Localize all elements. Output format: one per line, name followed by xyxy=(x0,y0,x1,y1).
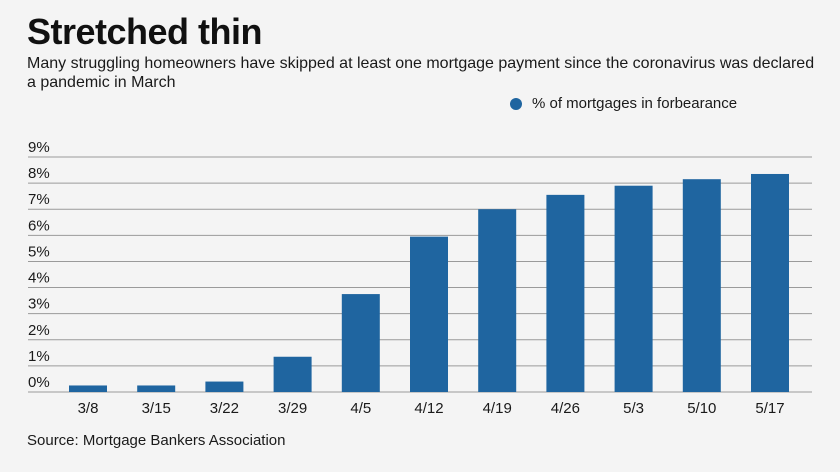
y-tick-label: 2% xyxy=(28,322,50,339)
y-tick-label: 5% xyxy=(28,243,50,260)
legend-label: % of mortgages in forbearance xyxy=(532,95,738,112)
chart-subtitle: Many struggling homeowners have skipped … xyxy=(27,55,815,91)
x-tick-label: 5/17 xyxy=(755,400,784,417)
x-tick-label: 4/19 xyxy=(483,400,512,417)
y-tick-label: 4% xyxy=(28,270,50,287)
bar xyxy=(341,294,380,392)
bar xyxy=(205,381,244,392)
x-tick-label: 3/8 xyxy=(78,400,99,417)
x-tick-label: 5/3 xyxy=(623,400,644,417)
bar xyxy=(751,173,789,392)
legend: % of mortgages in forbearance xyxy=(510,95,737,112)
x-axis-ticks: 3/8 3/15 3/22 3/29 4/5 4/12 4/19 4/26 5/3 5/10 5/1… xyxy=(78,400,785,417)
y-tick-label: 3% xyxy=(28,296,50,313)
bar xyxy=(137,385,176,392)
x-tick-label: 3/29 xyxy=(278,400,307,417)
x-tick-label: 4/26 xyxy=(551,400,580,417)
bar xyxy=(682,179,721,392)
x-tick-label: 3/22 xyxy=(210,400,239,417)
x-tick-label: 4/5 xyxy=(350,400,371,417)
bar xyxy=(273,356,312,392)
bar xyxy=(546,194,585,392)
y-tick-label: 8% xyxy=(28,165,50,182)
x-tick-label: 5/10 xyxy=(687,400,716,417)
y-tick-label: 0% xyxy=(28,374,50,391)
bars xyxy=(69,173,789,392)
y-tick-label: 9% xyxy=(28,139,50,156)
bar xyxy=(410,236,448,392)
y-tick-label: 7% xyxy=(28,191,50,208)
bar xyxy=(478,209,517,392)
bar xyxy=(614,185,653,392)
legend-swatch xyxy=(510,97,522,110)
y-tick-label: 1% xyxy=(28,348,50,365)
y-axis-ticks: 0% 1% 2% 3% 4% 5% 6% 7% 8% 9% xyxy=(28,139,50,391)
x-tick-label: 4/12 xyxy=(414,400,443,417)
y-tick-label: 6% xyxy=(28,217,50,234)
source-note: Source: Mortgage Bankers Association xyxy=(27,432,286,449)
x-tick-label: 3/15 xyxy=(142,400,171,417)
chart-title: Stretched thin xyxy=(27,11,263,52)
bar xyxy=(69,385,107,392)
